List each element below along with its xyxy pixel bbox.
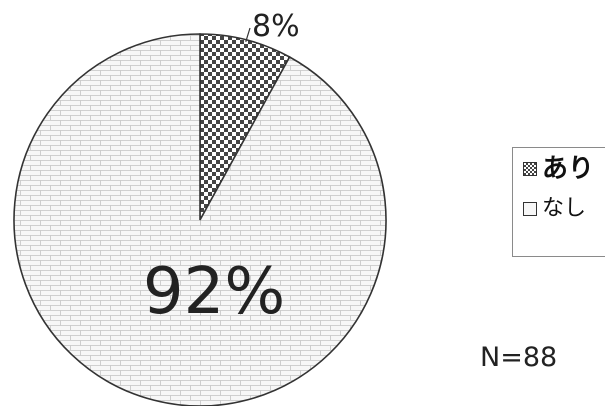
leader-line-ari (245, 27, 251, 42)
data-label-nashi: 92% (143, 255, 285, 329)
pie-slice-nashi (13, 33, 387, 406)
sample-size-label: N=88 (480, 342, 558, 373)
data-label-ari: 8% (252, 9, 300, 44)
legend-swatch-brick-icon (523, 202, 537, 216)
legend-item-nashi: なし (523, 198, 586, 220)
legend-item-ari: あり (523, 156, 594, 182)
legend-label: なし (542, 196, 587, 221)
legend-swatch-checkerboard-icon (523, 162, 537, 176)
legend-label: あり (542, 154, 595, 184)
chart-legend: あり なし (512, 147, 605, 257)
